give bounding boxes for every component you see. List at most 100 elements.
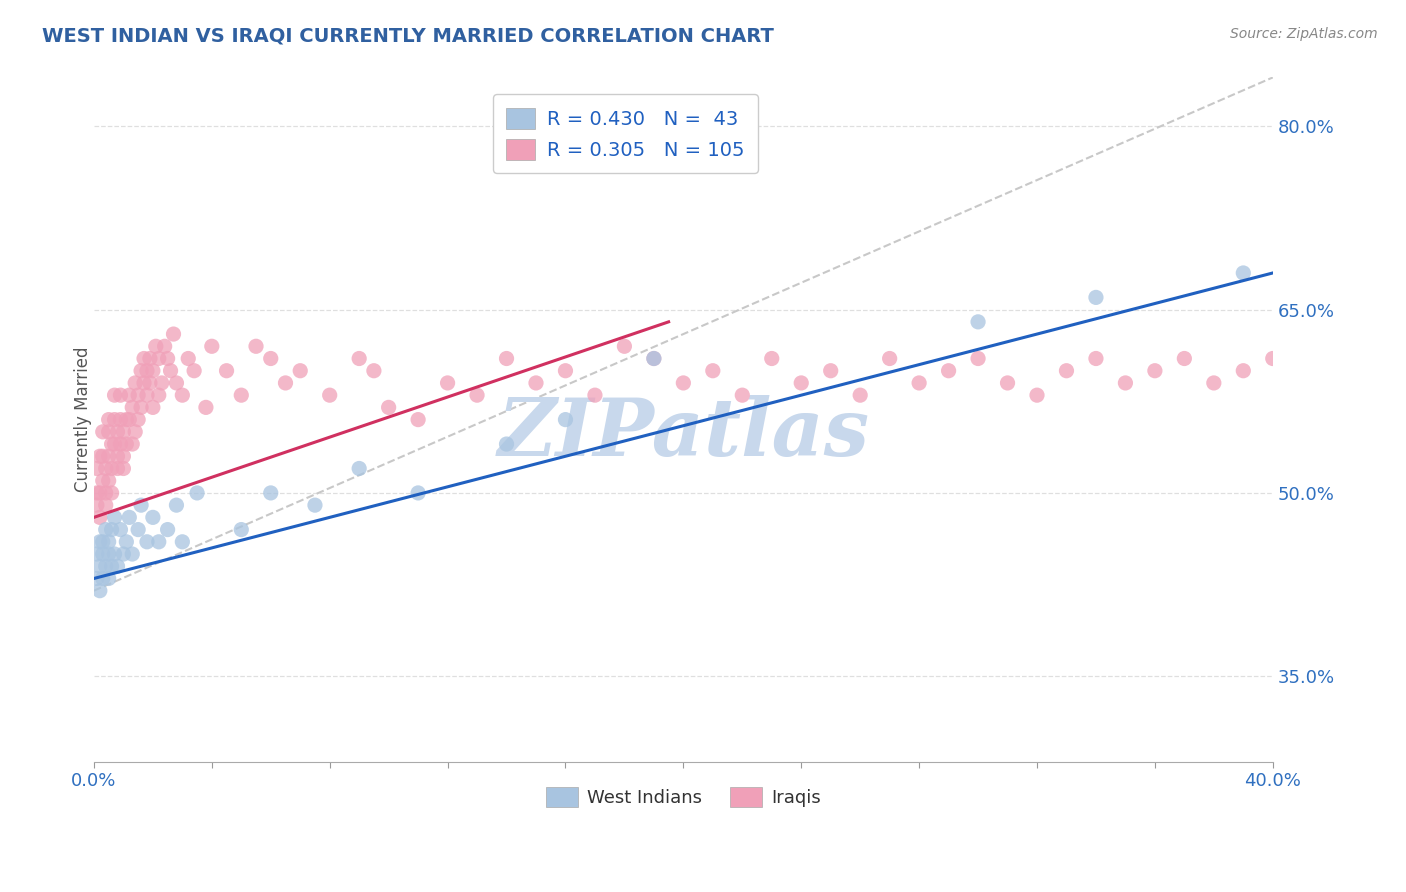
Point xyxy=(790,376,813,390)
Point xyxy=(103,510,125,524)
Point xyxy=(97,572,120,586)
Point xyxy=(849,388,872,402)
Point xyxy=(260,486,283,500)
Point xyxy=(1143,364,1166,378)
Point xyxy=(100,437,122,451)
Point xyxy=(967,315,990,329)
Point xyxy=(94,523,117,537)
Point xyxy=(86,547,108,561)
Point xyxy=(91,450,114,464)
Point xyxy=(156,351,179,366)
Point xyxy=(129,364,152,378)
Point xyxy=(554,364,576,378)
Point xyxy=(318,388,340,402)
Point xyxy=(194,401,217,415)
Point xyxy=(107,450,129,464)
Point xyxy=(91,425,114,439)
Point xyxy=(112,450,135,464)
Point xyxy=(107,425,129,439)
Point xyxy=(107,461,129,475)
Point xyxy=(702,364,724,378)
Point xyxy=(97,534,120,549)
Point xyxy=(127,412,149,426)
Point xyxy=(231,523,253,537)
Point xyxy=(1202,376,1225,390)
Point xyxy=(86,572,108,586)
Point xyxy=(643,351,665,366)
Point xyxy=(97,450,120,464)
Point xyxy=(186,486,208,500)
Point xyxy=(363,364,385,378)
Point xyxy=(100,486,122,500)
Point xyxy=(89,450,111,464)
Point xyxy=(103,547,125,561)
Point xyxy=(136,534,159,549)
Point xyxy=(97,547,120,561)
Point xyxy=(115,412,138,426)
Point xyxy=(142,510,165,524)
Point xyxy=(142,401,165,415)
Point xyxy=(112,425,135,439)
Point xyxy=(89,559,111,574)
Point xyxy=(1114,376,1136,390)
Point xyxy=(115,437,138,451)
Point xyxy=(86,461,108,475)
Point xyxy=(731,388,754,402)
Point xyxy=(165,376,187,390)
Point xyxy=(107,559,129,574)
Point xyxy=(643,351,665,366)
Point xyxy=(613,339,636,353)
Point xyxy=(124,425,146,439)
Point xyxy=(94,559,117,574)
Point xyxy=(347,461,370,475)
Point xyxy=(908,376,931,390)
Point xyxy=(1232,364,1254,378)
Point xyxy=(91,572,114,586)
Text: ZIPatlas: ZIPatlas xyxy=(498,394,869,472)
Point xyxy=(465,388,488,402)
Text: WEST INDIAN VS IRAQI CURRENTLY MARRIED CORRELATION CHART: WEST INDIAN VS IRAQI CURRENTLY MARRIED C… xyxy=(42,27,775,45)
Point xyxy=(148,351,170,366)
Point xyxy=(94,461,117,475)
Point xyxy=(761,351,783,366)
Point xyxy=(142,364,165,378)
Point xyxy=(495,351,517,366)
Point xyxy=(118,510,141,524)
Point xyxy=(94,498,117,512)
Point xyxy=(97,412,120,426)
Point xyxy=(97,425,120,439)
Point xyxy=(127,388,149,402)
Point xyxy=(304,498,326,512)
Point xyxy=(172,388,194,402)
Point xyxy=(132,351,155,366)
Point xyxy=(153,339,176,353)
Point xyxy=(290,364,312,378)
Point xyxy=(938,364,960,378)
Point xyxy=(436,376,458,390)
Point xyxy=(879,351,901,366)
Point xyxy=(177,351,200,366)
Point xyxy=(132,376,155,390)
Text: Source: ZipAtlas.com: Source: ZipAtlas.com xyxy=(1230,27,1378,41)
Point xyxy=(91,547,114,561)
Point xyxy=(260,351,283,366)
Point xyxy=(86,498,108,512)
Point xyxy=(100,559,122,574)
Point xyxy=(150,376,173,390)
Point xyxy=(136,388,159,402)
Point xyxy=(231,388,253,402)
Point xyxy=(406,412,429,426)
Point xyxy=(89,510,111,524)
Point xyxy=(672,376,695,390)
Point xyxy=(1026,388,1049,402)
Point xyxy=(94,486,117,500)
Point xyxy=(121,547,143,561)
Point xyxy=(110,412,132,426)
Point xyxy=(97,474,120,488)
Point xyxy=(121,437,143,451)
Point xyxy=(406,486,429,500)
Point xyxy=(377,401,399,415)
Point xyxy=(165,498,187,512)
Point xyxy=(110,523,132,537)
Point xyxy=(1084,351,1107,366)
